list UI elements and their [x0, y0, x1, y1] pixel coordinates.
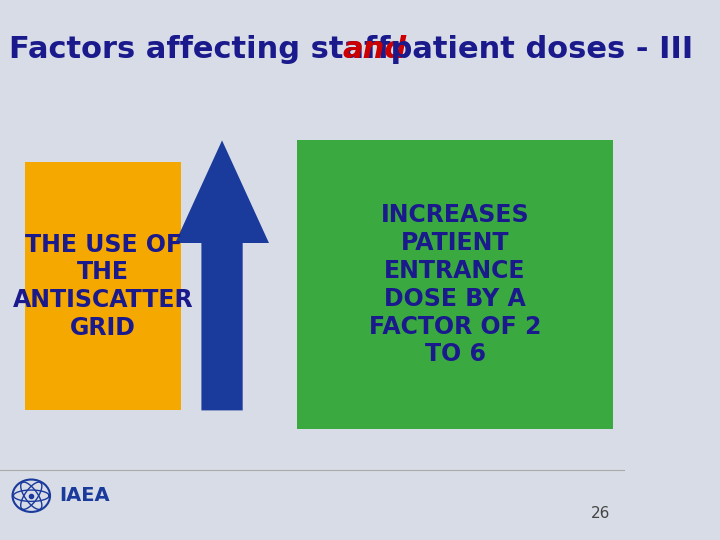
- Text: patient doses - III: patient doses - III: [380, 35, 693, 64]
- Bar: [297, 140, 613, 429]
- Text: THE USE OF
THE
ANTISCATTER
GRID: THE USE OF THE ANTISCATTER GRID: [13, 233, 194, 340]
- Bar: [25, 162, 181, 410]
- Text: IAEA: IAEA: [60, 486, 110, 505]
- Text: and: and: [343, 35, 407, 64]
- Text: 26: 26: [590, 505, 610, 521]
- Polygon shape: [175, 140, 269, 410]
- Text: Factors affecting staff: Factors affecting staff: [9, 35, 402, 64]
- Text: INCREASES
PATIENT
ENTRANCE
DOSE BY A
FACTOR OF 2
TO 6: INCREASES PATIENT ENTRANCE DOSE BY A FAC…: [369, 204, 541, 366]
